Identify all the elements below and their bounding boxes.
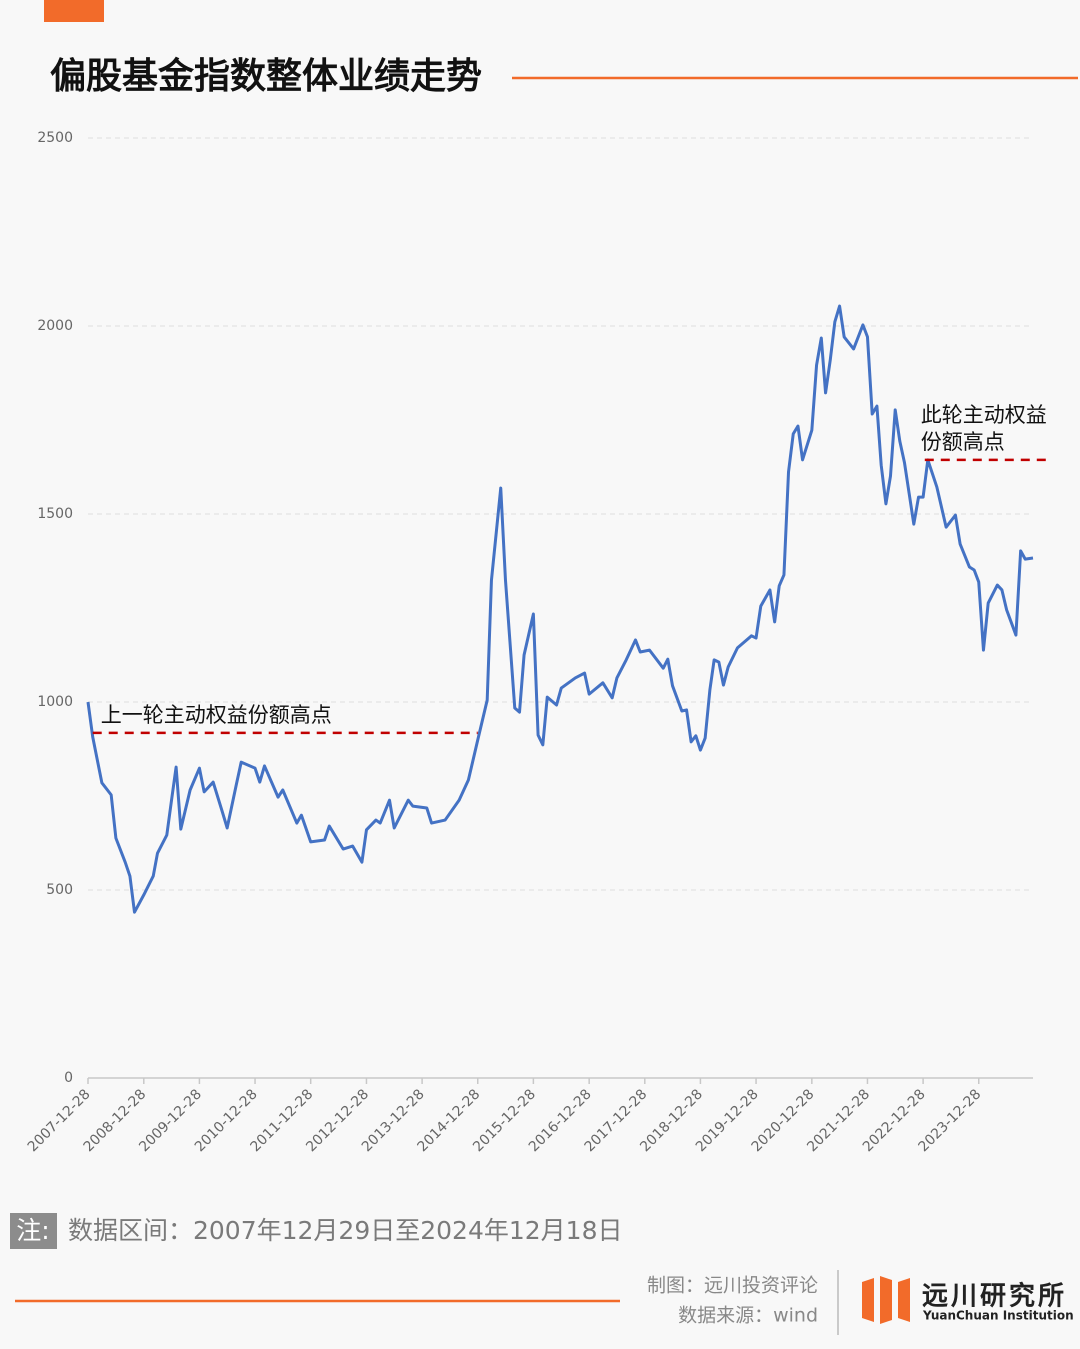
note-text: 数据区间：2007年12月29日至2024年12月18日 [68,1216,623,1245]
annotation-text: 上一轮主动权益份额高点 [101,703,332,727]
logo-text: 远川研究所 [922,1281,1067,1312]
y-tick-label: 2500 [37,130,73,146]
note-badge [10,1213,57,1249]
chart-title: 偏股基金指数整体业绩走势 [50,55,482,97]
logo-mark [862,1276,910,1324]
footer-credit: 制图：远川投资评论 [647,1275,818,1297]
y-tick-label: 0 [64,1070,73,1086]
note-label: 注: [16,1216,49,1245]
y-tick-label: 1500 [37,506,73,522]
y-tick-label: 2000 [37,318,73,334]
y-tick-label: 500 [46,882,73,898]
line-series [86,304,1034,914]
logo-text-en: YuanChuan Institution [922,1309,1074,1323]
plot: 050010001500200025002007-12-282008-12-28… [25,130,1047,1155]
footer-source: 数据来源：wind [678,1305,818,1327]
annotation-text: 此轮主动权益 [921,403,1047,427]
title-accent [44,0,104,22]
y-tick-label: 1000 [37,694,73,710]
annotation-text: 份额高点 [921,430,1005,454]
